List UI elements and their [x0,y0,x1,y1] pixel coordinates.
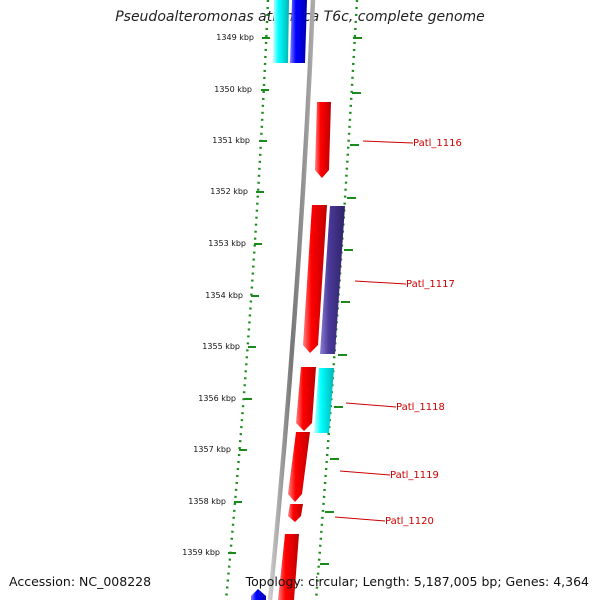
tick-label: 1352 kbp [210,187,248,196]
tick-label: 1357 kbp [193,445,231,454]
tick-label: 1349 kbp [216,33,254,42]
gene-arrow-red-bottom [278,534,299,600]
gene-arrow-patl-1119 [288,432,310,502]
gene-arrow-patl-1118-cyan [314,368,334,433]
tick-label: 1351 kbp [212,136,250,145]
inner-ruler-arc [224,0,270,600]
gene-label-patl-1117: Patl_1117 [406,279,455,290]
gene-arrow-patl-1117 [303,205,327,353]
tick-label: 1358 kbp [188,497,226,506]
tick-label: 1359 kbp [182,548,220,557]
accession-text: Accession: NC_008228 [9,574,152,589]
leader-line-patl-1120 [334,516,386,522]
outer-ruler-arc [314,0,359,600]
genome-summary-text: Topology: circular; Length: 5,187,005 bp… [245,574,589,589]
tick-label: 1356 kbp [198,394,236,403]
genome-backbone [267,0,316,600]
leader-line-patl-1119 [339,470,391,476]
gene-label-patl-1119: Patl_1119 [390,470,439,481]
leader-line-patl-1117 [354,280,407,285]
gene-arrow-patl-1118-red [296,367,316,431]
gene-arrow-blue-bottom [251,589,266,600]
tick-label: 1353 kbp [208,239,246,248]
gene-arrow-cyan-top [273,0,289,63]
ruler-tick-labels: 1349 kbp 1350 kbp 1351 kbp 1352 kbp 1353… [182,33,254,557]
tick-label: 1355 kbp [202,342,240,351]
gene-label-patl-1118: Patl_1118 [396,402,445,413]
tick-label: 1354 kbp [205,291,243,300]
leader-line-patl-1116 [362,140,414,144]
outer-ruler-ticks [320,37,362,565]
tick-label: 1350 kbp [214,85,252,94]
leader-line-patl-1118 [345,402,397,408]
gene-arrow-patl-1116 [315,102,331,178]
gene-arrow-purple [320,206,345,354]
gene-label-patl-1120: Patl_1120 [385,516,434,527]
gene-label-patl-1116: Patl_1116 [413,138,462,149]
gene-arrow-patl-1120 [288,504,303,522]
gene-arrow-blue-top [290,0,307,63]
label-leaders [334,140,414,522]
inner-ruler-ticks [228,37,270,554]
